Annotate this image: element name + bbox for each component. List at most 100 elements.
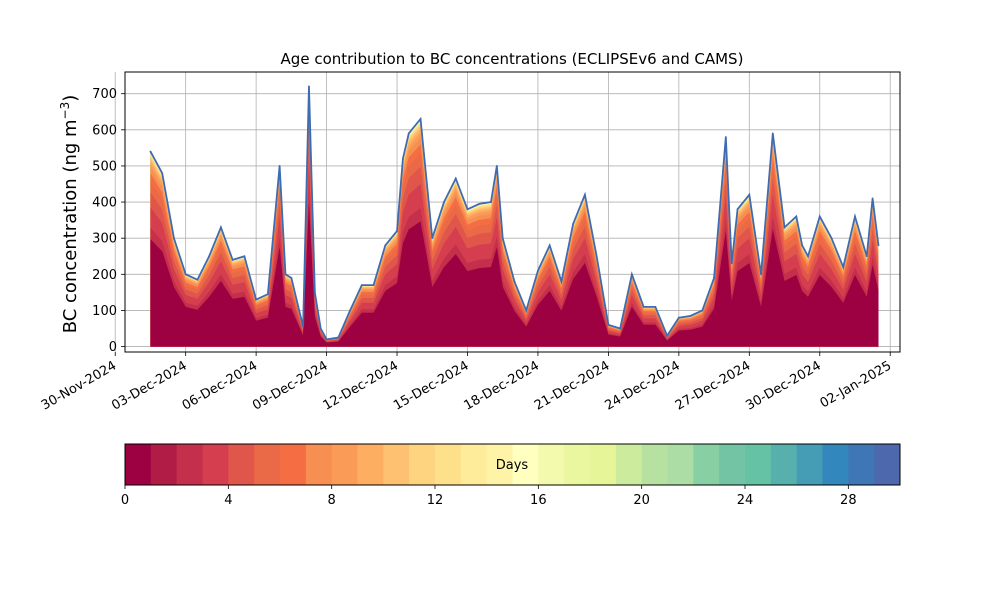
data-point [407,132,410,135]
colorbar-segment [486,444,513,485]
age-layer-0-days [150,203,879,347]
data-point [360,284,363,287]
y-axis-label-unit-exponent: −3 [58,102,72,120]
data-point [349,309,351,312]
colorbar-segment [667,444,694,485]
data-point [548,244,551,247]
data-point [501,237,504,240]
data-point [783,226,786,229]
data-point [760,273,762,276]
colorbar-segment [357,444,384,485]
colorbar-segment [305,444,333,485]
colorbar-segment [331,444,358,485]
data-point [736,208,739,211]
colorbar-segment [693,444,720,485]
data-point [495,165,498,167]
colorbar-segment [564,444,591,485]
data-point [419,118,422,120]
colorbar-segment [874,444,901,485]
x-axis-ticks: 30-Nov-202403-Dec-202406-Dec-202409-Dec-… [39,352,894,414]
data-point [255,298,258,301]
x-tick-label: 12-Dec-2024 [321,358,401,413]
y-axis-ticks: 0 100 200 300 400 500 600 700 [92,87,125,355]
data-point [877,244,880,247]
data-point [149,150,152,153]
y-tick-label: 500 [92,159,117,174]
total-series-points [149,85,880,341]
data-point [807,255,809,258]
colorbar-segment [280,444,307,485]
x-tick-label: 30-Dec-2024 [743,358,823,413]
data-point [701,309,704,312]
data-point [243,255,246,258]
colorbar-segment [460,444,488,485]
data-point [454,177,457,180]
data-point [689,314,692,317]
data-point [402,157,404,160]
data-point [196,278,199,281]
colorbar-segment [538,444,565,485]
x-tick-label: 09-Dec-2024 [250,358,330,413]
data-point [677,316,680,319]
data-point [443,201,445,203]
data-point [724,136,727,138]
data-point [219,226,222,229]
x-tick-label: 02-Jan-2025 [818,358,895,411]
data-point [730,262,733,265]
data-point [290,277,293,279]
colorbar-tick-label: 12 [427,493,444,508]
data-point [396,230,398,232]
data-point [372,284,375,287]
chart-title: Age contribution to BC concentrations (E… [281,50,744,68]
data-point [795,215,798,218]
x-tick-label: 30-Nov-2024 [39,358,119,413]
data-point [161,172,164,175]
colorbar-label: Days [496,458,529,473]
colorbar-segment [150,444,178,485]
data-point [854,215,856,218]
data-point [748,193,751,196]
data-point [208,255,211,258]
data-point [607,324,610,326]
data-point [525,309,528,312]
data-point [630,273,633,276]
colorbar-tick-label: 0 [121,493,129,508]
x-tick-label: 15-Dec-2024 [391,358,471,413]
x-tick-label: 24-Dec-2024 [602,358,682,413]
plot-frame [124,71,901,353]
colorbar-tick-label: 20 [633,493,650,508]
data-point [713,277,715,279]
colorbar-tick-label: 8 [328,493,336,508]
colorbar-segment [590,444,617,485]
data-point [431,237,434,240]
x-tick-label: 03-Dec-2024 [109,358,189,413]
colorbar-tick-label: 16 [530,493,547,508]
data-point [642,305,645,308]
data-point [771,132,774,135]
y-tick-label: 600 [92,123,117,138]
data-point [513,280,516,283]
colorbar-tick-label: 4 [224,493,232,508]
data-point [865,255,868,258]
y-tick-label: 300 [92,232,117,247]
data-point [313,291,316,294]
colorbar-frame [124,443,901,486]
colorbar-tick-label: 24 [737,493,754,508]
colorbar-segment [254,444,281,485]
age-layers [150,86,879,347]
x-tick-label: 27-Dec-2024 [673,358,753,413]
colorbar-segment [796,444,823,485]
y-tick-label: 700 [92,87,117,102]
x-tick-label: 21-Dec-2024 [532,358,612,413]
x-tick-label: 06-Dec-2024 [180,358,260,413]
colorbar-segment [176,444,203,485]
data-point [278,165,281,167]
colorbar-segment [770,444,798,485]
colorbar-segment [125,444,152,485]
data-point [595,255,598,258]
data-point [654,305,657,308]
data-point [560,280,563,283]
data-point [466,208,469,211]
data-point [184,273,187,276]
